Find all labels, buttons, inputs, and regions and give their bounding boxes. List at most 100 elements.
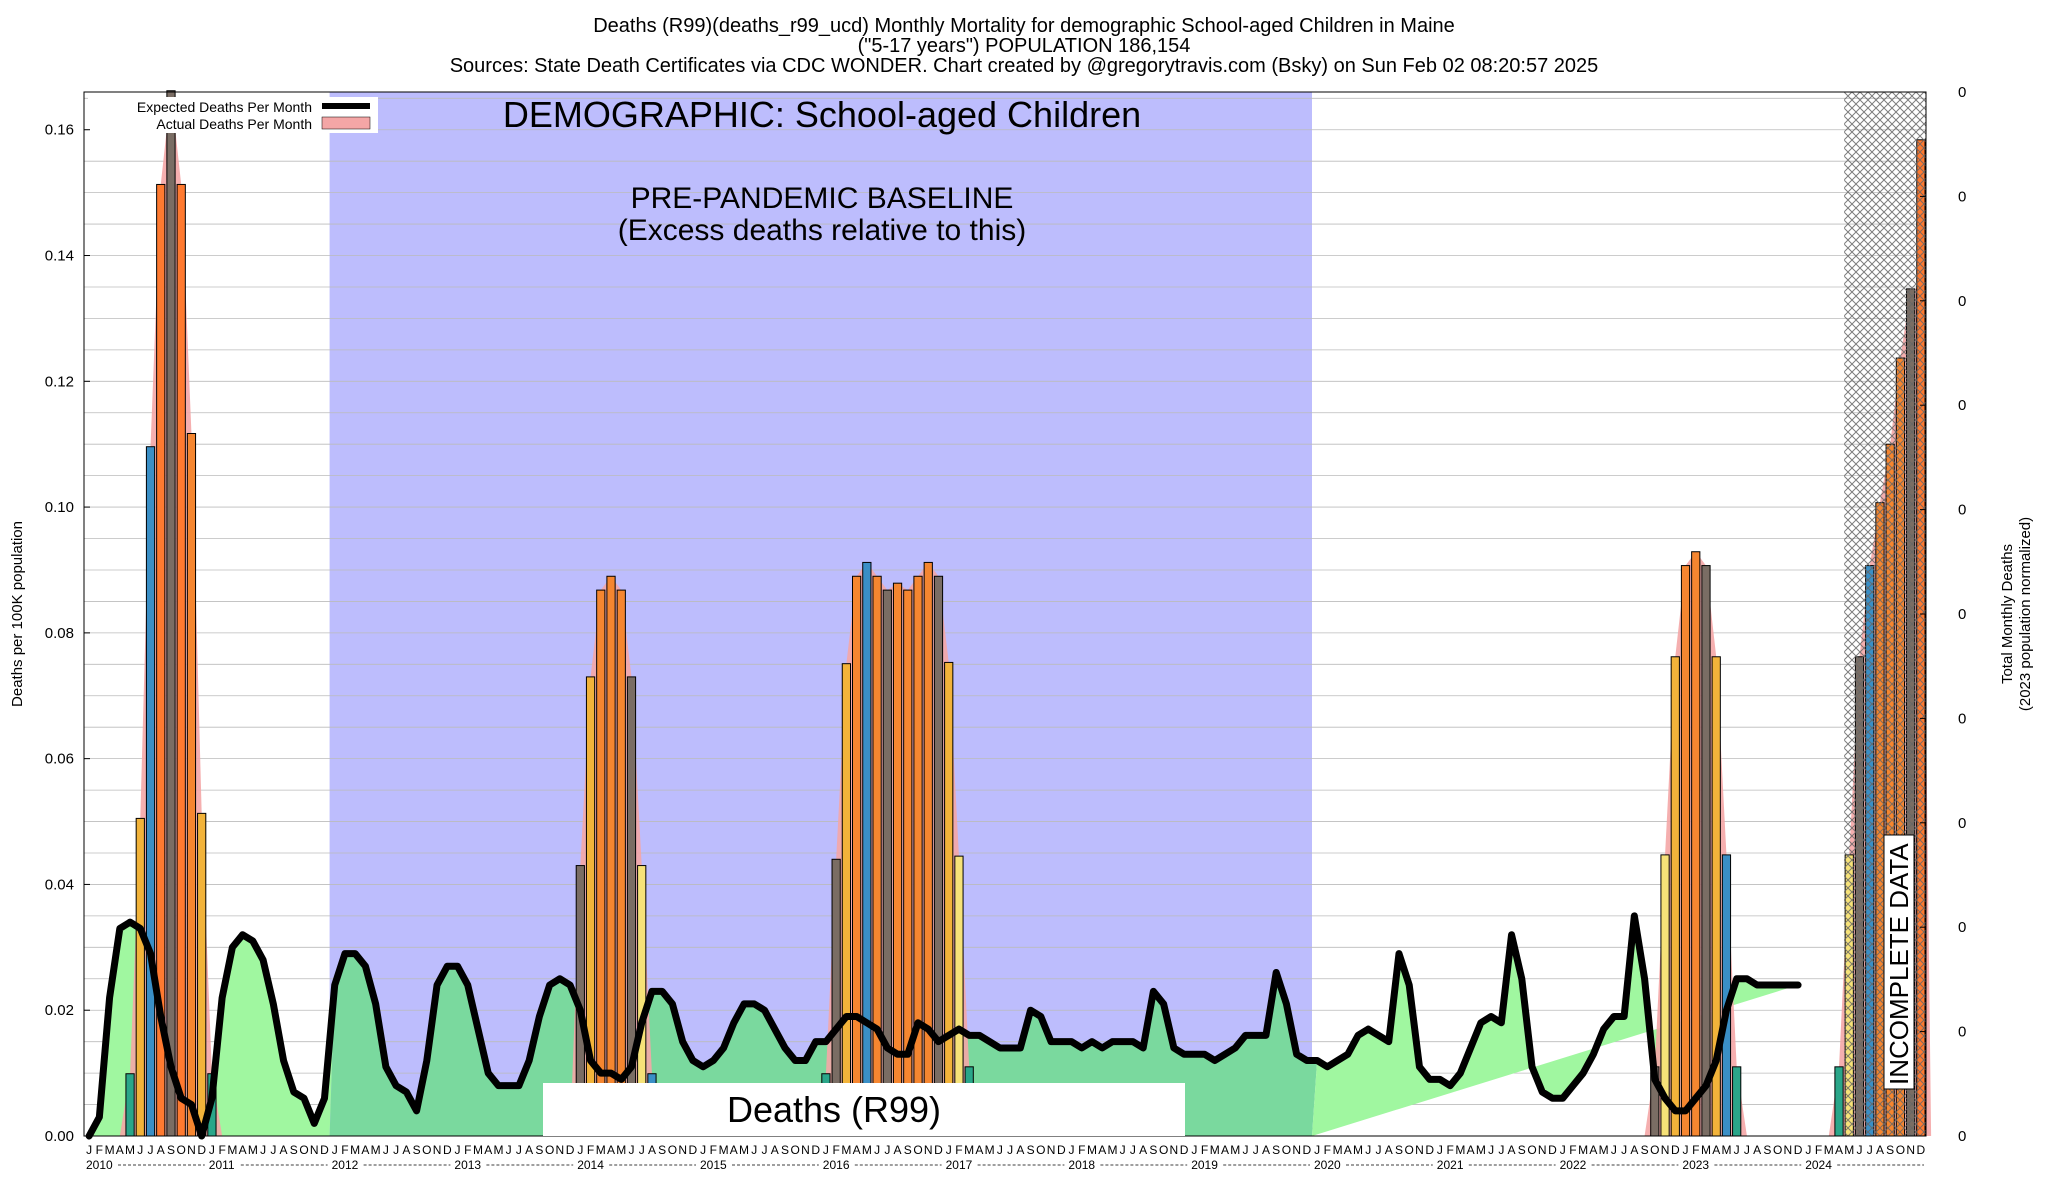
actual-bar (145, 446, 156, 1137)
y2-tick-label: 0 (1958, 919, 1966, 936)
x-month-label: M (596, 1143, 606, 1157)
y2-tick-label: 0 (1958, 188, 1966, 205)
x-month-label: S (1641, 1143, 1649, 1157)
x-month-label: D (197, 1143, 206, 1157)
x-year-label: 2021 (1437, 1158, 1464, 1172)
actual-bar (872, 575, 882, 1137)
incomplete-data-label-group: INCOMPLETE DATA (1883, 834, 1915, 1090)
x-month-label: S (1395, 1143, 1403, 1157)
y-tick-label: 0.04 (45, 876, 74, 893)
x-month-label: J (577, 1143, 583, 1157)
legend-swatch-actual (321, 116, 371, 130)
x-month-label: M (493, 1143, 503, 1157)
y-axis-title: Deaths per 100K population (9, 521, 26, 707)
x-year-label: 2022 (1560, 1158, 1587, 1172)
x-month-label: F (710, 1143, 717, 1157)
baseline-band (329, 92, 1313, 1136)
x-month-label: A (894, 1143, 902, 1157)
actual-bar (862, 561, 872, 1137)
x-month-label: M (841, 1143, 851, 1157)
x-month-label: J (86, 1143, 92, 1157)
cause-label-box (543, 1083, 1185, 1136)
x-month-label: J (1621, 1143, 1627, 1157)
x-month-label: M (719, 1143, 729, 1157)
y2-axis-title-2: (2023 population normalized) (2017, 517, 2034, 711)
y2-tick-label: 0 (1958, 502, 1966, 519)
x-month-label: M (1107, 1143, 1117, 1157)
actual-bar (176, 183, 186, 1137)
x-month-label: M (105, 1143, 115, 1157)
x-month-label: J (639, 1143, 645, 1157)
chart-sources: Sources: State Death Certificates via CD… (450, 55, 1599, 77)
x-month-label: D (811, 1143, 820, 1157)
y2-tick-label: 0 (1958, 815, 1966, 832)
x-month-label: J (762, 1143, 768, 1157)
y2-tick-label: 0 (1958, 397, 1966, 414)
x-month-label: S (1027, 1143, 1035, 1157)
x-month-label: A (525, 1143, 533, 1157)
x-month-label: J (1069, 1143, 1075, 1157)
legend: Expected Deaths Per Month Actual Deaths … (88, 97, 378, 133)
y-tick-label: 0.10 (45, 499, 74, 516)
x-month-label: N (433, 1143, 442, 1157)
x-month-label: F (1815, 1143, 1822, 1157)
x-month-label: J (884, 1143, 890, 1157)
x-month-label: J (455, 1143, 461, 1157)
x-month-label: D (1180, 1143, 1189, 1157)
x-month-label: A (484, 1143, 492, 1157)
x-month-label: J (1867, 1143, 1873, 1157)
x-month-label: D (1917, 1143, 1926, 1157)
x-year-label: 2012 (332, 1158, 359, 1172)
x-month-label: O (422, 1143, 431, 1157)
x-month-label: J (1498, 1143, 1504, 1157)
actual-bar (166, 90, 176, 1137)
x-month-label: A (1139, 1143, 1147, 1157)
x-month-label: F (587, 1143, 594, 1157)
x-month-label: J (506, 1143, 512, 1157)
x-month-label: M (616, 1143, 626, 1157)
x-year-label: 2014 (577, 1158, 604, 1172)
y2-tick-label: 0 (1958, 1024, 1966, 1041)
x-month-label: J (1376, 1143, 1382, 1157)
x-month-label: J (1314, 1143, 1320, 1157)
x-month-label: A (1508, 1143, 1516, 1157)
incomplete-data-label-box (1883, 834, 1915, 1090)
x-month-label: S (167, 1143, 175, 1157)
x-month-label: M (1824, 1143, 1834, 1157)
x-year-label: 2017 (946, 1158, 973, 1172)
actual-bar (1670, 656, 1680, 1137)
y2-tick-label: 0 (1958, 84, 1966, 101)
demographic-label: DEMOGRAPHIC: School-aged Children (503, 94, 1141, 135)
x-month-label: N (1415, 1143, 1424, 1157)
x-month-label: O (791, 1143, 800, 1157)
x-month-label: A (1835, 1143, 1843, 1157)
baseline-label-2: (Excess deaths relative to this) (618, 214, 1027, 247)
x-month-label: J (751, 1143, 757, 1157)
x-month-label: A (730, 1143, 738, 1157)
y2-tick-label: 0 (1958, 1128, 1966, 1145)
x-month-label: J (1744, 1143, 1750, 1157)
x-month-label: M (473, 1143, 483, 1157)
x-month-label: M (1476, 1143, 1486, 1157)
x-month-label: A (1016, 1143, 1024, 1157)
x-month-label: A (402, 1143, 410, 1157)
x-month-label: J (1130, 1143, 1136, 1157)
x-month-label: F (1201, 1143, 1208, 1157)
x-month-label: O (913, 1143, 922, 1157)
x-month-label: N (678, 1143, 687, 1157)
x-month-label: A (1712, 1143, 1720, 1157)
x-year-label: 2011 (209, 1158, 235, 1172)
y-tick-label: 0.06 (45, 751, 74, 768)
x-month-label: A (1344, 1143, 1352, 1157)
x-month-label: J (1253, 1143, 1259, 1157)
x-month-label: D (1057, 1143, 1066, 1157)
actual-bar (1691, 551, 1701, 1137)
x-month-label: F (218, 1143, 225, 1157)
x-month-label: D (1548, 1143, 1557, 1157)
x-month-label: D (1425, 1143, 1434, 1157)
x-month-label: J (137, 1143, 143, 1157)
x-month-label: S (658, 1143, 666, 1157)
actual-bar (616, 589, 626, 1137)
x-month-label: S (290, 1143, 298, 1157)
